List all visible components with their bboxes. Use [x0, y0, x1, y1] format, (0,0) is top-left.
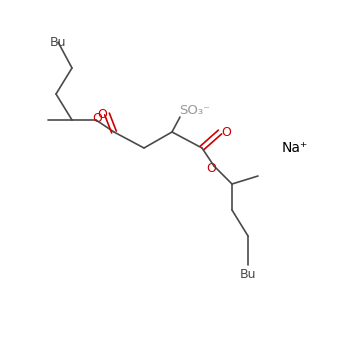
Text: O: O — [97, 108, 107, 121]
Text: Na⁺: Na⁺ — [282, 141, 308, 155]
Text: O: O — [221, 126, 231, 140]
Text: Bu: Bu — [240, 268, 256, 281]
Text: O: O — [92, 112, 102, 126]
Text: O: O — [206, 161, 216, 175]
Text: SO₃⁻: SO₃⁻ — [180, 104, 211, 117]
Text: Bu: Bu — [50, 35, 66, 49]
